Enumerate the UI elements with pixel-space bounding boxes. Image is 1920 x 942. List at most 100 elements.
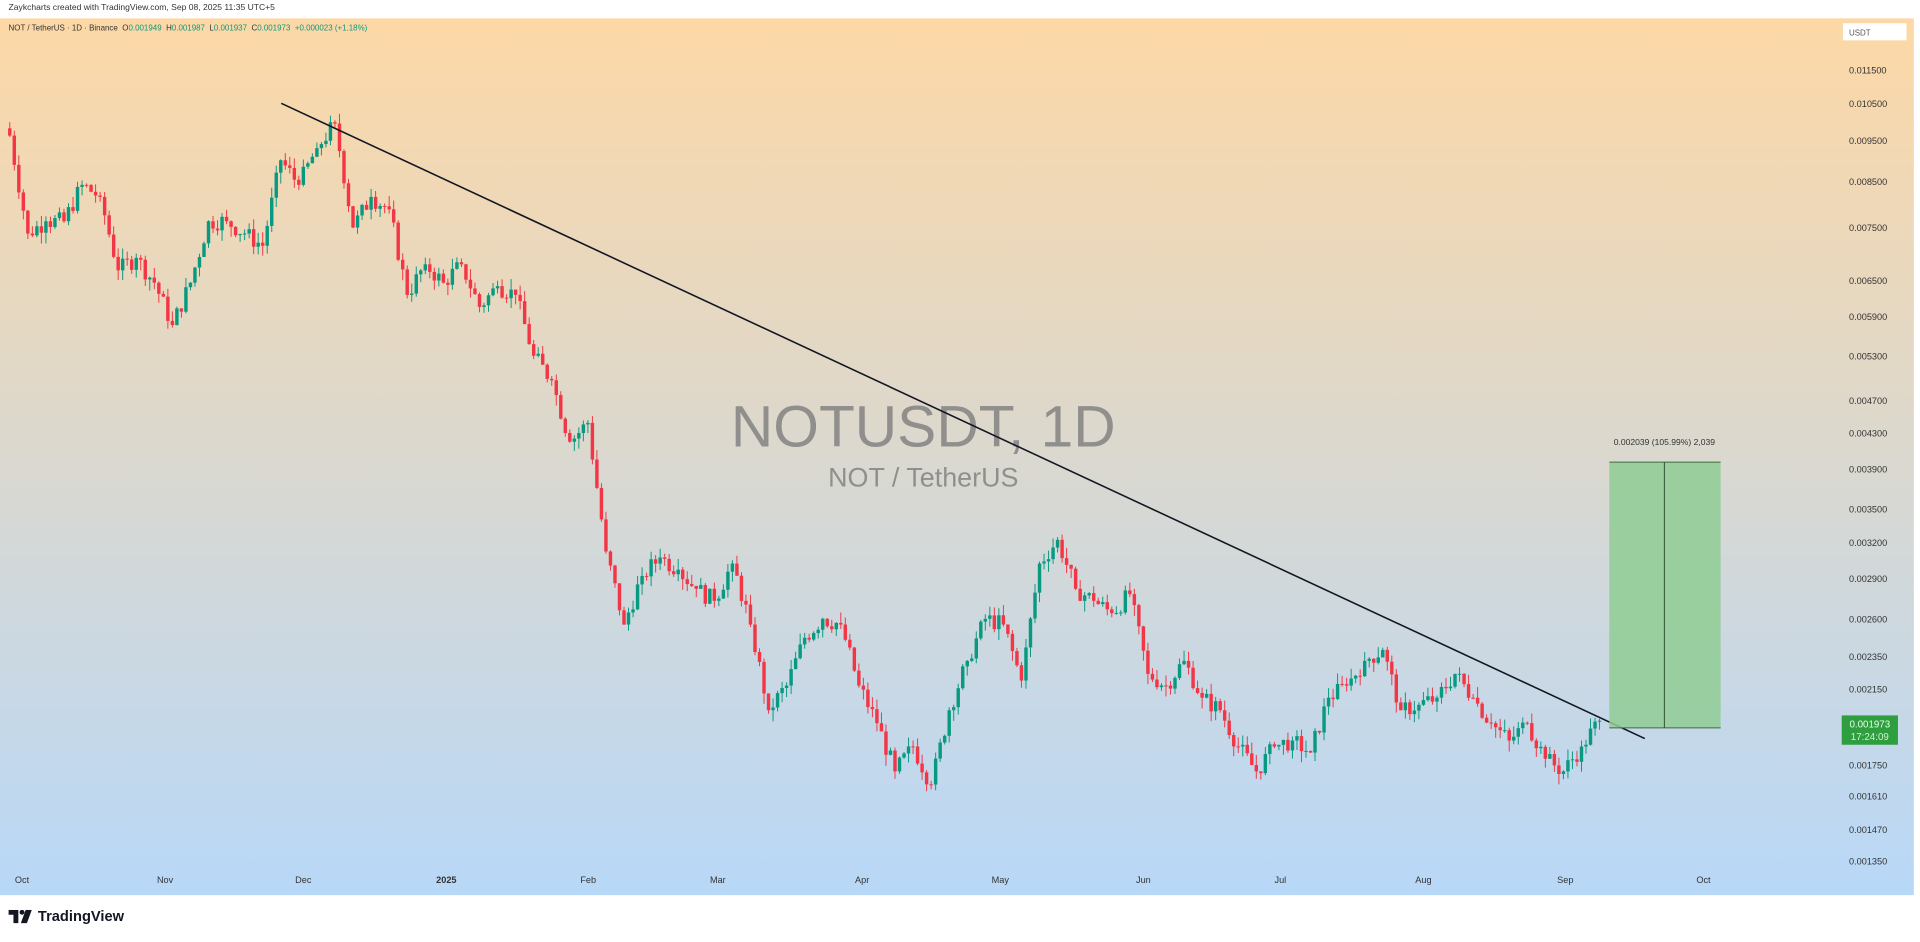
candle-down: [1236, 746, 1240, 748]
candle-down: [550, 378, 554, 381]
candle-up: [1579, 746, 1584, 762]
candle-down: [39, 226, 44, 233]
candle-down: [111, 234, 116, 257]
candle-up: [360, 204, 364, 216]
tradingview-logo[interactable]: TradingView: [8, 907, 124, 925]
candle-down: [893, 750, 897, 772]
candle-down: [1272, 744, 1277, 747]
candle-down: [251, 229, 256, 247]
candle-up: [1376, 657, 1380, 663]
candle-down: [563, 418, 568, 433]
candle-down: [712, 588, 717, 601]
y-tick-label: 0.003200: [1849, 538, 1887, 548]
y-tick-label: 0.010500: [1849, 99, 1887, 109]
candle-up: [437, 273, 441, 281]
x-tick-label: Nov: [157, 875, 174, 885]
candle-up: [1033, 592, 1037, 619]
candle-down: [1092, 593, 1096, 601]
candle-up: [951, 707, 956, 711]
candle-down: [116, 256, 120, 271]
candle-up: [1322, 706, 1326, 733]
candle-up: [1539, 746, 1543, 749]
candle-up: [988, 615, 992, 619]
candle-down: [1019, 665, 1024, 681]
candle-up: [699, 585, 703, 589]
candle-down: [662, 557, 667, 559]
candle-down: [681, 569, 685, 580]
y-tick-label: 0.001610: [1849, 791, 1887, 801]
candle-down: [1001, 615, 1006, 625]
candle-down: [288, 165, 292, 168]
candle-down: [1069, 564, 1073, 569]
y-tick-label: 0.007500: [1849, 223, 1887, 233]
y-tick-label: 0.011500: [1849, 65, 1887, 75]
symbol-label[interactable]: NOT / TetherUS · 1D · Binance: [8, 24, 118, 34]
currency-box[interactable]: [1842, 23, 1907, 41]
candle-up: [1439, 686, 1444, 698]
y-tick-label: 0.002150: [1849, 685, 1887, 695]
candle-up: [821, 618, 825, 630]
candle-up: [265, 225, 269, 246]
candle-up: [1313, 730, 1317, 753]
candle-down: [89, 185, 93, 192]
candle-up: [586, 422, 590, 425]
y-tick-label: 0.006500: [1849, 276, 1887, 286]
candle-down: [595, 459, 599, 488]
time-axis[interactable]: Oct Nov Dec 2025 Feb Mar Apr May Jun Jul Aug Sep Oct: [15, 875, 1711, 885]
candle-up: [1177, 664, 1182, 678]
candle-down: [568, 432, 572, 442]
x-tick-label: Jul: [1275, 875, 1287, 885]
candle-down: [1010, 633, 1015, 652]
candle-up: [906, 746, 911, 754]
candle-down: [1168, 685, 1173, 689]
candle-down: [599, 487, 604, 520]
x-tick-label: May: [992, 875, 1010, 885]
candle-down: [1128, 590, 1132, 595]
candle-down: [351, 206, 355, 228]
candle-up: [1123, 590, 1128, 613]
candle-down: [1575, 759, 1579, 762]
candle-up: [315, 148, 319, 157]
candle-up: [57, 212, 62, 219]
drawings-group: 0.002039 (105.99%) 2,039: [280, 102, 1721, 740]
candle-up: [1412, 710, 1417, 715]
candle-down: [531, 344, 536, 356]
candle-up: [242, 233, 247, 235]
candle-up: [1268, 744, 1272, 755]
candle-up: [974, 638, 979, 659]
last-price-label: [1841, 715, 1898, 745]
candle-up: [1173, 677, 1177, 689]
candle-down: [283, 160, 287, 166]
candle-down: [143, 259, 147, 280]
tradingview-logo-icon: [8, 909, 32, 923]
candle-down: [848, 639, 852, 648]
candle-down: [297, 179, 301, 185]
candle-down: [8, 128, 12, 136]
candle-down: [1137, 605, 1141, 627]
close-value: 0.001973: [257, 24, 291, 34]
candle-up: [1277, 744, 1281, 747]
candle-down: [671, 571, 676, 575]
candle-down: [1462, 673, 1466, 685]
candle-down: [644, 575, 649, 577]
candle-up: [378, 205, 382, 209]
candle-up: [75, 186, 80, 211]
price-axis[interactable]: 0.011500 0.010500 0.009500 0.008500 0.007500…: [1849, 65, 1887, 866]
descending-trendline: [280, 102, 1646, 740]
candle-up: [775, 693, 780, 708]
candle-down: [1191, 667, 1195, 689]
low-value: 0.001937: [213, 24, 248, 34]
candle-down: [292, 167, 297, 180]
candle-up: [1426, 696, 1430, 701]
candle-up: [802, 637, 807, 645]
candles-group: [8, 113, 1602, 792]
candle-up: [509, 289, 513, 299]
candle-up: [328, 122, 333, 141]
candle-down: [1471, 697, 1475, 699]
high-label: H: [166, 24, 172, 34]
candle-down: [843, 624, 848, 640]
candle-up: [834, 622, 838, 630]
candle-down: [703, 585, 708, 604]
